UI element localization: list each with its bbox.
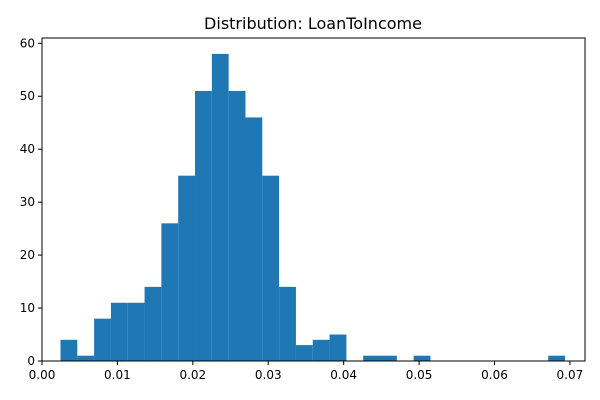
x-tick-label: 0.07 (557, 368, 584, 382)
y-tick-label: 0 (27, 354, 35, 368)
histogram-bar-4 (127, 302, 145, 361)
histogram-bar-13 (279, 286, 296, 361)
plot-frame (41, 37, 586, 362)
y-tick-label: 60 (20, 36, 35, 50)
histogram-bar-1 (77, 355, 95, 361)
histogram-bar-9 (211, 53, 229, 361)
bars-group (60, 53, 566, 362)
chart-title: Distribution: LoanToIncome (204, 14, 422, 33)
histogram-bar-21 (413, 355, 431, 361)
y-tick-label: 40 (20, 142, 35, 156)
histogram-bar-29 (548, 355, 566, 361)
histogram-bar-19 (380, 355, 397, 361)
y-tick-label: 50 (20, 89, 35, 103)
histogram-bar-2 (94, 318, 111, 361)
x-tick-label: 0.01 (104, 368, 131, 382)
histogram-bar-12 (262, 175, 280, 361)
y-tick-label: 20 (20, 248, 35, 262)
histogram-bar-3 (110, 302, 128, 361)
histogram-bar-8 (195, 90, 212, 361)
histogram-bar-14 (295, 345, 313, 361)
histogram-bar-5 (144, 286, 162, 361)
x-tick-label: 0.04 (330, 368, 357, 382)
histogram-bar-18 (363, 355, 381, 361)
histogram-bar-0 (60, 339, 78, 361)
histogram-bar-7 (178, 175, 196, 361)
x-tick-label: 0.03 (255, 368, 282, 382)
x-tick-label: 0.02 (179, 368, 206, 382)
histogram-bar-6 (161, 223, 179, 361)
histogram-bar-11 (245, 117, 263, 362)
histogram-bar-10 (228, 90, 246, 361)
x-tick-label: 0.06 (481, 368, 508, 382)
x-tick-label: 0.00 (29, 368, 56, 382)
x-axis-ticks: 0.00 0.01 0.02 0.03 0.04 0.05 0.06 0.07 (29, 361, 584, 382)
y-tick-label: 10 (20, 301, 35, 315)
histogram-bar-15 (312, 339, 330, 361)
y-tick-label: 30 (20, 195, 35, 209)
histogram-bar-16 (329, 334, 347, 361)
x-tick-label: 0.05 (406, 368, 433, 382)
y-axis-ticks: 0 10 20 30 40 50 60 (20, 36, 42, 368)
